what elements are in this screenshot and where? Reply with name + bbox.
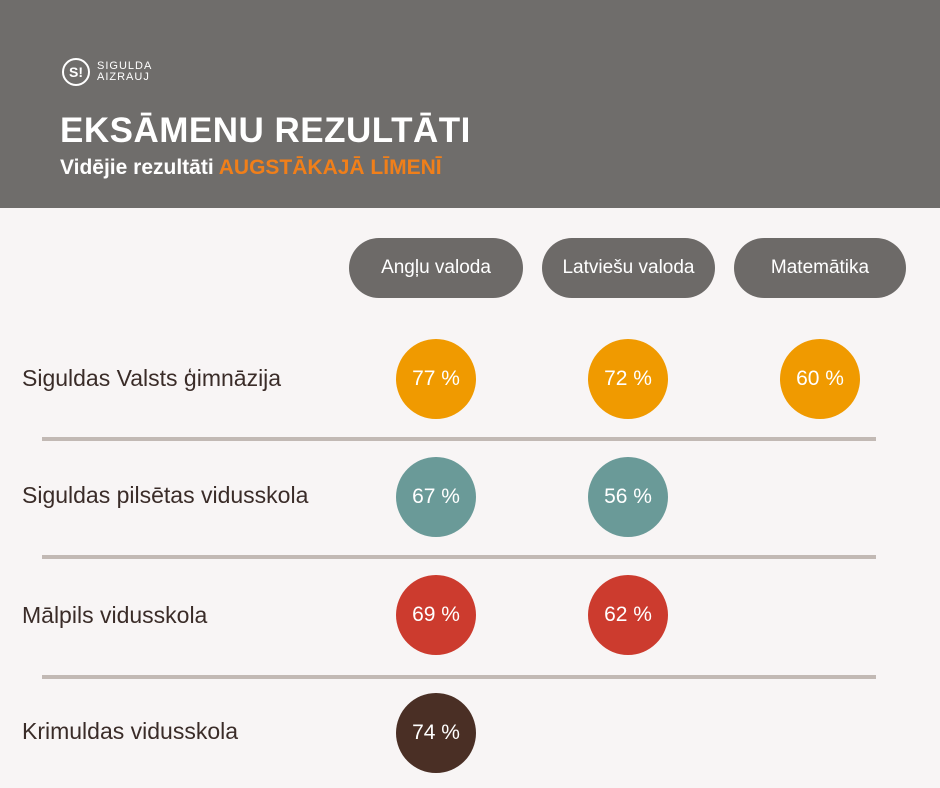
- row-divider: [42, 675, 876, 679]
- logo-line-1: SIGULDA: [97, 60, 153, 72]
- row-divider: [42, 437, 876, 441]
- column-header-english: Angļu valoda: [349, 238, 523, 298]
- row-divider: [42, 555, 876, 559]
- result-bubble: 69 %: [396, 575, 476, 655]
- sigulda-logo: S! SIGULDA AIZRAUJ: [62, 58, 152, 86]
- subtitle-accent: AUGSTĀKAJĀ LĪMENĪ: [218, 156, 442, 179]
- column-header-math: Matemātika: [734, 238, 906, 298]
- school-name: Krimuldas vidusskola: [22, 718, 239, 744]
- school-name: Siguldas pilsētas vidusskola: [22, 482, 309, 508]
- column-header-latvian: Latviešu valoda: [542, 238, 715, 298]
- page-subtitle: Vidējie rezultāti AUGSTĀKAJĀ LĪMENĪ: [60, 156, 442, 180]
- result-bubble: 62 %: [588, 575, 668, 655]
- school-name: Siguldas Valsts ģimnāzija: [22, 365, 282, 391]
- result-bubble: 67 %: [396, 457, 476, 537]
- result-bubble: 74 %: [396, 693, 476, 773]
- page-title: EKSĀMENU REZULTĀTI: [60, 111, 471, 150]
- logo-text: SIGULDA AIZRAUJ: [97, 61, 152, 83]
- logo-mark-icon: S!: [62, 58, 90, 86]
- school-name: Mālpils vidusskola: [22, 602, 208, 628]
- result-bubble: 72 %: [588, 339, 668, 419]
- logo-line-2: AIZRAUJ: [97, 71, 150, 83]
- subtitle-prefix: Vidējie rezultāti: [60, 156, 219, 179]
- result-bubble: 77 %: [396, 339, 476, 419]
- result-bubble: 56 %: [588, 457, 668, 537]
- header-banner: S! SIGULDA AIZRAUJ EKSĀMENU REZULTĀTI Vi…: [0, 0, 940, 208]
- result-bubble: 60 %: [780, 339, 860, 419]
